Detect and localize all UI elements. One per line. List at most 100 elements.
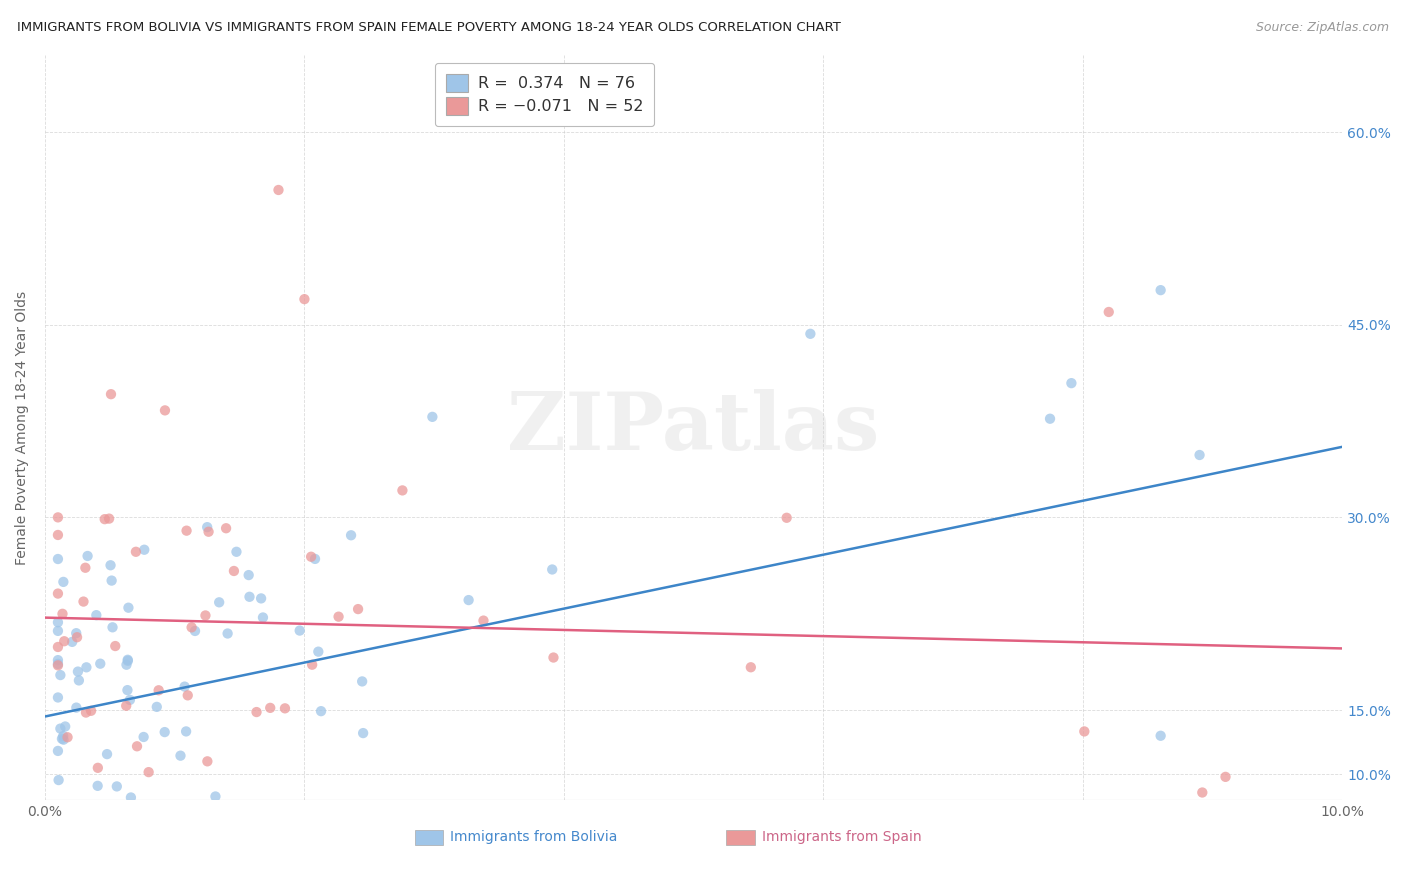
Point xyxy=(46,658,69,673)
Point xyxy=(117,654,139,668)
Point xyxy=(457,593,479,607)
Point xyxy=(1098,305,1121,319)
Point xyxy=(51,607,73,621)
Point xyxy=(217,626,239,640)
Point xyxy=(1039,411,1062,425)
Point xyxy=(96,747,118,761)
Point xyxy=(148,683,170,698)
Point xyxy=(46,624,69,638)
Point xyxy=(252,610,274,624)
Point xyxy=(740,660,762,674)
Point xyxy=(93,512,115,526)
Point xyxy=(250,591,273,606)
Point xyxy=(55,812,77,826)
Point xyxy=(180,620,202,634)
Point xyxy=(120,790,142,805)
Point xyxy=(134,542,156,557)
Point xyxy=(238,590,260,604)
Point xyxy=(52,729,75,743)
Point xyxy=(53,634,76,648)
Point xyxy=(1060,376,1083,391)
Point xyxy=(1191,785,1213,799)
Point xyxy=(118,693,141,707)
Text: Source: ZipAtlas.com: Source: ZipAtlas.com xyxy=(1256,21,1389,35)
Point xyxy=(153,725,176,739)
Point xyxy=(436,825,458,839)
Point xyxy=(75,560,97,574)
Point xyxy=(238,568,260,582)
Point xyxy=(543,650,565,665)
Point xyxy=(299,549,322,564)
Point xyxy=(197,524,219,539)
Point xyxy=(146,699,169,714)
Point xyxy=(1073,724,1095,739)
Point xyxy=(184,624,207,638)
Point xyxy=(104,639,127,653)
Text: Immigrants from Bolivia: Immigrants from Bolivia xyxy=(450,830,617,844)
Point xyxy=(86,608,108,623)
Point xyxy=(66,665,89,679)
Text: ZIPatlas: ZIPatlas xyxy=(508,389,880,467)
Point xyxy=(1188,448,1211,462)
Y-axis label: Female Poverty Among 18-24 Year Olds: Female Poverty Among 18-24 Year Olds xyxy=(15,291,30,565)
Point xyxy=(76,549,98,563)
Point xyxy=(101,620,124,634)
Point xyxy=(67,673,90,688)
Point xyxy=(391,483,413,498)
Point xyxy=(125,545,148,559)
Point xyxy=(267,183,290,197)
Point xyxy=(245,705,267,719)
Point xyxy=(75,660,97,674)
Point xyxy=(195,520,218,534)
Point xyxy=(153,812,176,826)
Point xyxy=(80,704,103,718)
Point xyxy=(65,700,87,714)
Point xyxy=(307,645,329,659)
Point xyxy=(100,574,122,588)
Point xyxy=(304,552,326,566)
Point xyxy=(472,614,495,628)
Point xyxy=(46,552,69,566)
Point xyxy=(87,761,110,775)
Point xyxy=(49,668,72,682)
Text: Immigrants from Spain: Immigrants from Spain xyxy=(762,830,922,844)
Point xyxy=(309,704,332,718)
Point xyxy=(89,657,111,671)
Legend: R =  0.374   N = 76, R = −0.071   N = 52: R = 0.374 N = 76, R = −0.071 N = 52 xyxy=(434,63,654,126)
Point xyxy=(56,731,79,745)
Point xyxy=(195,755,218,769)
Point xyxy=(46,640,69,654)
Point xyxy=(174,724,197,739)
Point xyxy=(176,524,198,538)
Point xyxy=(541,562,564,576)
Point xyxy=(125,739,148,754)
Point xyxy=(208,595,231,609)
Point xyxy=(169,748,191,763)
Point xyxy=(177,689,200,703)
Point xyxy=(347,602,370,616)
Point xyxy=(46,653,69,667)
Point xyxy=(1112,811,1135,825)
Point xyxy=(105,780,128,794)
Point xyxy=(153,403,176,417)
Point xyxy=(1149,729,1171,743)
Text: IMMIGRANTS FROM BOLIVIA VS IMMIGRANTS FROM SPAIN FEMALE POVERTY AMONG 18-24 YEAR: IMMIGRANTS FROM BOLIVIA VS IMMIGRANTS FR… xyxy=(17,21,841,35)
Point xyxy=(72,594,94,608)
Point xyxy=(51,731,73,746)
Point xyxy=(225,545,247,559)
Point xyxy=(115,657,138,672)
Point xyxy=(215,521,238,535)
Point xyxy=(422,409,444,424)
Point xyxy=(340,528,363,542)
Point xyxy=(132,730,155,744)
Point xyxy=(46,744,69,758)
Point xyxy=(194,608,217,623)
Point xyxy=(1149,283,1171,297)
Point xyxy=(100,558,122,573)
Point xyxy=(49,722,72,736)
Point xyxy=(204,789,226,804)
Point xyxy=(173,680,195,694)
Point xyxy=(259,701,281,715)
Point xyxy=(274,701,297,715)
Point xyxy=(799,326,821,341)
